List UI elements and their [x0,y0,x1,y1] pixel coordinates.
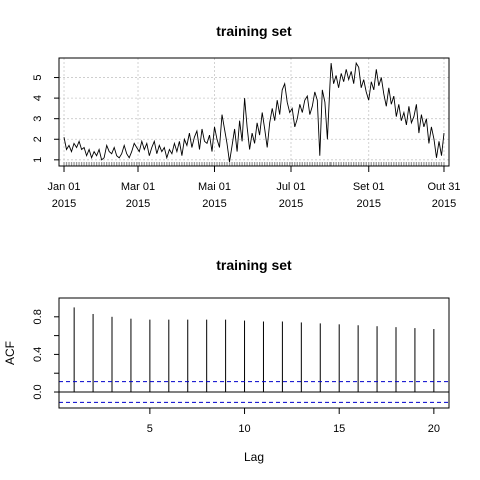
time-series-x-tick-year: 2015 [279,198,303,210]
time-series-date-rug [63,162,445,166]
acf-bars [59,307,449,393]
time-series-x-tick-year: 2015 [202,198,226,210]
time-series-y-tick-label: 4 [32,95,44,101]
acf-x-tick-label: 20 [428,423,440,435]
time-series-x-tick-label: Jan 01 [48,181,81,193]
acf-title: training set [216,257,292,273]
time-series-y-tick-label: 5 [32,74,44,80]
acf-y-axis: 0.0 0.4 0.8 [32,309,59,400]
time-series-y-axis: 1 2 3 4 5 [32,74,59,163]
acf-y-tick-label: 0.4 [32,347,44,362]
time-series-panel: training set 1 2 3 4 5 Jan 01 2015 Mar 01 2015 M… [32,23,460,210]
time-series-title: training set [216,23,292,39]
time-series-plot-box [58,57,450,167]
acf-confidence-bounds [59,381,449,403]
acf-y-tick-label: 0.0 [32,384,44,399]
time-series-y-tick-label: 2 [32,136,44,142]
time-series-grid [59,58,449,166]
acf-plot-box [58,297,450,409]
time-series-x-tick-label: Jul 01 [276,181,305,193]
time-series-y-tick-label: 3 [32,116,44,122]
time-series-x-tick-year: 2015 [432,198,456,210]
acf-x-tick-label: 5 [147,423,153,435]
time-series-x-tick-year: 2015 [126,198,150,210]
time-series-x-tick-label: Mai 01 [198,181,231,193]
time-series-line [63,61,445,162]
time-series-x-tick-label: Out 31 [427,181,460,193]
time-series-x-tick-label: Mar 01 [121,181,155,193]
time-series-x-tick-label: Set 01 [353,181,385,193]
acf-x-tick-label: 10 [238,423,250,435]
acf-x-axis-label: Lag [244,450,264,464]
time-series-x-axis: Jan 01 2015 Mar 01 2015 Mai 01 2015 Jul 01 2015… [48,166,460,210]
time-series-x-tick-year: 2015 [357,198,381,210]
time-series-x-tick-year: 2015 [52,198,76,210]
acf-y-tick-label: 0.8 [32,309,44,324]
acf-x-tick-label: 15 [333,423,345,435]
acf-x-axis: 5 10 15 20 [147,408,440,435]
acf-y-axis-label: ACF [3,341,17,365]
acf-panel: training set 0.0 0.4 0.8 5 10 15 20 Lag ACF [3,257,450,464]
time-series-y-tick-label: 1 [32,157,44,163]
